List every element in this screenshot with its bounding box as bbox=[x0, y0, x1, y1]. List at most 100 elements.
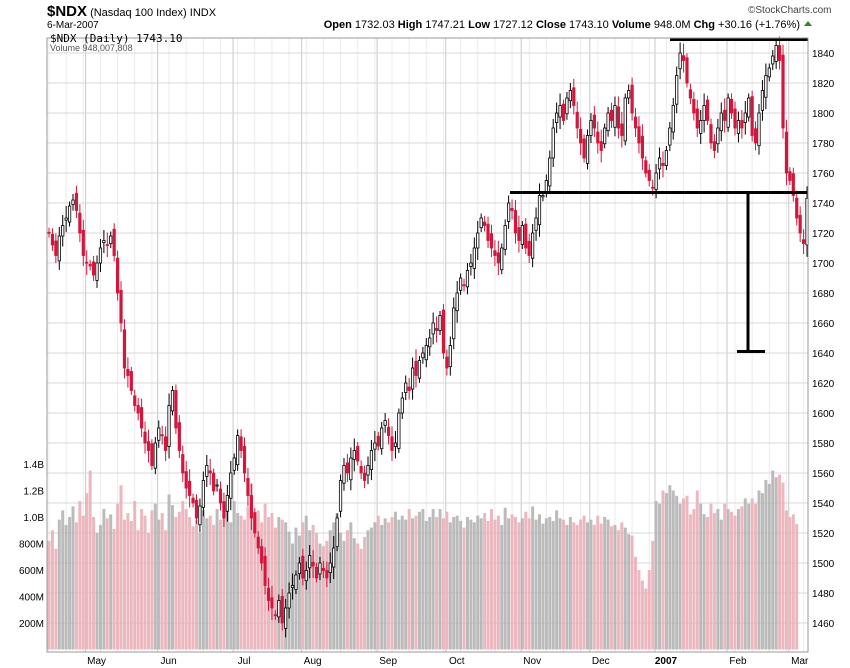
price-tick-label: 1820 bbox=[812, 79, 835, 90]
volume-bar bbox=[688, 514, 692, 650]
volume-bar bbox=[599, 523, 603, 650]
volume-tick-label: 200M bbox=[19, 619, 44, 630]
volume-bar bbox=[685, 495, 689, 650]
candle-body bbox=[465, 270, 470, 288]
volume-bar bbox=[112, 528, 116, 650]
candle-body bbox=[54, 240, 58, 256]
price-tick-label: 1840 bbox=[812, 49, 835, 60]
volume-bar bbox=[253, 517, 257, 650]
volume-bar bbox=[136, 530, 140, 650]
candle-body bbox=[335, 517, 339, 548]
volume-bar bbox=[208, 515, 212, 650]
volume-bar bbox=[191, 526, 195, 650]
volume-bar bbox=[400, 515, 404, 650]
month-label: Sep bbox=[379, 656, 397, 667]
volume-bar bbox=[177, 511, 181, 650]
volume-bar bbox=[438, 509, 442, 650]
volume-bar bbox=[232, 501, 236, 650]
volume-bar bbox=[760, 493, 764, 650]
candle-body bbox=[678, 52, 682, 70]
volume-bar bbox=[459, 520, 463, 650]
candle-body bbox=[802, 239, 806, 244]
volume-bar bbox=[555, 510, 559, 650]
volume-bar bbox=[359, 548, 363, 650]
ohlc-summary: Open 1732.03 High 1747.21 Low 1727.12 Cl… bbox=[324, 19, 800, 31]
candle-body bbox=[788, 171, 792, 181]
volume-bar bbox=[215, 509, 219, 650]
candle-body bbox=[246, 477, 250, 496]
month-label: Dec bbox=[592, 656, 610, 667]
candle-body bbox=[345, 462, 350, 474]
volume-bar bbox=[95, 532, 99, 650]
price-tick-label: 1580 bbox=[812, 439, 835, 450]
candle-body bbox=[424, 345, 428, 361]
candle-body bbox=[126, 368, 130, 376]
volume-bar bbox=[85, 493, 89, 650]
candle-body bbox=[757, 112, 761, 147]
volume-bar bbox=[256, 510, 260, 650]
candle-body bbox=[287, 592, 291, 609]
volume-tick-label: 1.0B bbox=[23, 513, 44, 524]
volume-bar bbox=[527, 518, 531, 650]
volume-legend: Volume 948,007,808 bbox=[50, 43, 133, 53]
volume-bar bbox=[109, 514, 113, 650]
candle-body bbox=[143, 431, 147, 444]
price-tick-label: 1740 bbox=[812, 199, 835, 210]
volume-bar bbox=[308, 530, 312, 650]
volume-bar bbox=[771, 470, 775, 650]
volume-bar bbox=[105, 518, 109, 650]
candle-body bbox=[321, 568, 326, 571]
candle-body bbox=[534, 217, 538, 231]
volume-bar bbox=[558, 518, 562, 650]
volume-bar bbox=[572, 522, 576, 650]
candle-body bbox=[194, 499, 199, 519]
candle-body bbox=[390, 436, 394, 451]
candle-body bbox=[212, 472, 216, 492]
price-tick-label: 1780 bbox=[812, 139, 835, 150]
volume-bar bbox=[68, 517, 72, 650]
volume-bar bbox=[695, 490, 699, 650]
candle-body bbox=[675, 75, 679, 105]
candle-body bbox=[434, 327, 439, 331]
volume-bar bbox=[500, 524, 504, 650]
candle-body bbox=[260, 546, 264, 564]
price-tick-label: 1560 bbox=[812, 469, 835, 480]
price-tick-label: 1520 bbox=[812, 529, 835, 540]
candle-body bbox=[736, 120, 741, 134]
candle-body bbox=[685, 57, 689, 84]
candle-body bbox=[719, 112, 723, 132]
candle-body bbox=[421, 352, 425, 359]
volume-bar bbox=[565, 524, 569, 650]
volume-bar bbox=[441, 518, 445, 650]
candle-body bbox=[472, 247, 476, 269]
volume-bar bbox=[297, 535, 301, 650]
candle-body bbox=[150, 443, 154, 466]
candle-body bbox=[342, 465, 346, 484]
candle-body bbox=[112, 228, 116, 256]
volume-bar bbox=[366, 530, 370, 650]
candle-body bbox=[164, 436, 168, 451]
month-label: Jun bbox=[161, 656, 177, 667]
volume-tick-label: 400M bbox=[19, 593, 44, 604]
volume-bar bbox=[249, 483, 253, 650]
volume-bar bbox=[627, 534, 631, 650]
candle-body bbox=[798, 214, 802, 234]
volume-bar bbox=[589, 519, 593, 650]
candle-body bbox=[359, 465, 363, 474]
volume-bar bbox=[479, 518, 483, 650]
candle-body bbox=[386, 426, 391, 436]
volume-bar bbox=[383, 518, 387, 650]
volume-bar bbox=[483, 513, 487, 650]
volume-bar bbox=[280, 519, 284, 650]
volume-bar bbox=[421, 509, 425, 650]
volume-bar bbox=[541, 523, 545, 650]
candle-body bbox=[280, 596, 284, 624]
candle-body bbox=[616, 106, 620, 129]
volume-bar bbox=[321, 546, 325, 650]
volume-bar bbox=[71, 506, 75, 650]
volume-bar bbox=[757, 490, 761, 650]
candle-body bbox=[191, 497, 195, 504]
volume-bar bbox=[469, 519, 473, 650]
chart-date: 6-Mar-2007 bbox=[47, 20, 99, 31]
candle-body bbox=[184, 471, 188, 489]
